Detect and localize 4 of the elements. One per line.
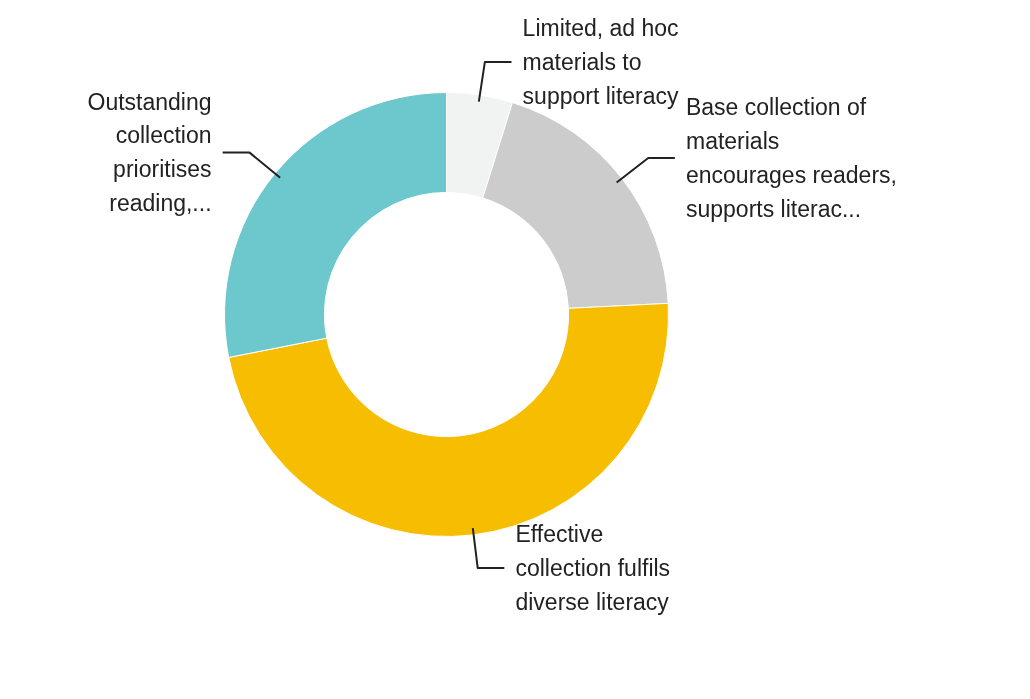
slice-label: Effective collection fulfils diverse literacy [515, 521, 671, 615]
slice-label: Outstanding collection prioritises reading,... [87, 88, 212, 217]
slice-label: Base collection of materials encourages readers, supports literac... [685, 94, 897, 222]
slice-label: Limited, ad hoc materials to support literacy [522, 15, 680, 109]
